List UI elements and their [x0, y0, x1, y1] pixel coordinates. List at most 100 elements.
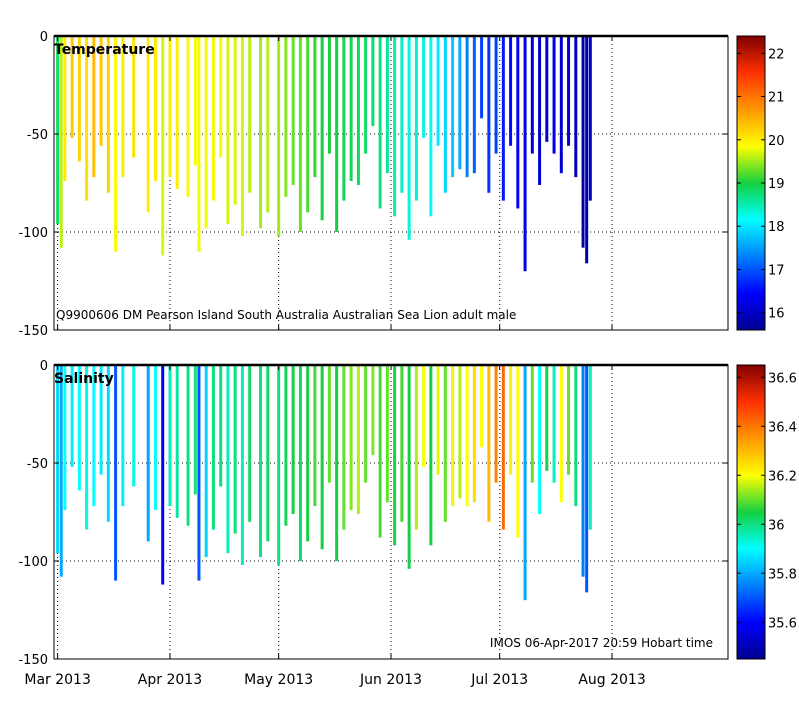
profile-bar [92, 365, 96, 507]
profile-bar [121, 365, 125, 507]
colorbar-tick-label: 19 [768, 177, 785, 192]
profile-bar [400, 36, 404, 193]
profile-bar [99, 365, 103, 475]
profile-bar [248, 36, 252, 193]
profile-bar [451, 36, 455, 178]
profile-bar [186, 36, 190, 197]
salinity-title: Salinity [54, 371, 114, 387]
profile-bar [132, 365, 136, 487]
profile-bar [153, 36, 157, 182]
profile-bar [197, 365, 201, 581]
profile-bar [219, 36, 223, 158]
profile-bar [211, 365, 215, 530]
profile-bar [545, 36, 549, 142]
temperature-y-axis: 0 -50 -100 -150 [18, 30, 728, 339]
profile-bar [349, 365, 353, 511]
profile-bar [494, 36, 498, 154]
profile-bar [364, 365, 368, 483]
salinity-y-axis: 0 -50 -100 -150 [18, 359, 728, 668]
profile-bar [277, 36, 281, 236]
profile-bar [59, 36, 63, 248]
temperature-colorbar-scale [736, 35, 766, 331]
x-tick-label: May 2013 [244, 672, 313, 688]
colorbar-tick-label: 36 [768, 518, 785, 533]
profile-bar [226, 365, 230, 554]
profile-bar [291, 365, 295, 514]
salinity-profiles [56, 365, 592, 601]
profile-bar [277, 365, 281, 565]
profile-bar [458, 365, 462, 499]
profile-bar [443, 365, 447, 522]
profile-bar [385, 36, 389, 174]
profile-bar [414, 36, 418, 201]
profile-bar [320, 36, 324, 221]
profile-bar [284, 365, 288, 526]
profile-bar [429, 365, 433, 546]
profile-bar [85, 365, 89, 530]
x-tick-label: Aug 2013 [578, 672, 645, 688]
profile-bar [114, 365, 118, 581]
salinity-panel: 0 -50 -100 -150 Salinity IMOS 06-Apr-2017 2… [18, 359, 729, 668]
profile-bar [574, 365, 578, 507]
profile-bar [204, 365, 208, 558]
profile-bar [168, 365, 172, 507]
y-tick-label: -50 [27, 128, 48, 143]
y-tick-label: -150 [18, 324, 48, 339]
profile-bar [581, 36, 585, 248]
profile-bar [472, 365, 476, 503]
profile-bar [538, 36, 542, 185]
profile-bar [574, 36, 578, 178]
profile-bar [356, 365, 360, 514]
profile-bar [168, 36, 172, 178]
profile-bar [422, 36, 426, 138]
profile-bar [233, 365, 237, 534]
profile-bar [298, 36, 302, 232]
colorbar-tick-label: 21 [768, 91, 785, 106]
profile-bar [327, 36, 331, 154]
profile-bar [342, 36, 346, 201]
colorbar-tick-label: 36.6 [768, 371, 797, 386]
profile-bar [259, 36, 263, 229]
profile-bar [407, 365, 411, 569]
profile-bar [211, 36, 215, 201]
profile-bar [306, 365, 310, 542]
temperature-title: Temperature [54, 42, 155, 58]
profile-bar [378, 365, 382, 538]
profile-bar [266, 36, 270, 213]
profile-bar [393, 365, 397, 546]
profile-bar [240, 365, 244, 565]
profile-bar [266, 365, 270, 542]
profile-bar [436, 36, 440, 146]
y-tick-label: -100 [18, 555, 48, 570]
temperature-x-ticks [57, 36, 613, 330]
profile-bar [56, 36, 60, 225]
profile-bar [63, 365, 67, 511]
temperature-annotation: Q9900606 DM Pearson Island South Austral… [56, 308, 516, 322]
profile-bar [385, 365, 389, 503]
profile-bar [443, 36, 447, 193]
profile-bar [509, 365, 513, 475]
profile-bar [106, 36, 110, 193]
profile-bar [378, 36, 382, 209]
profile-bar [298, 365, 302, 561]
y-tick-label: -100 [18, 226, 48, 241]
profile-bar [581, 365, 585, 577]
x-tick-label: Jul 2013 [470, 672, 528, 688]
profile-bar [356, 36, 360, 185]
y-tick-label: -50 [27, 457, 48, 472]
profile-bar [175, 36, 179, 189]
profile-bar [501, 365, 505, 530]
x-tick-label: Apr 2013 [138, 672, 202, 688]
colorbar-tick-label: 16 [768, 307, 785, 322]
profile-bar [186, 365, 190, 526]
colorbar-tick-label: 17 [768, 263, 785, 278]
colorbar-tick-label: 22 [768, 47, 785, 62]
profile-bar [193, 36, 197, 166]
profile-bar [240, 36, 244, 236]
profile-bar [393, 36, 397, 217]
profile-bar [480, 365, 484, 448]
profile-bar [585, 36, 589, 264]
colorbar-tick-label: 36.2 [768, 469, 797, 484]
